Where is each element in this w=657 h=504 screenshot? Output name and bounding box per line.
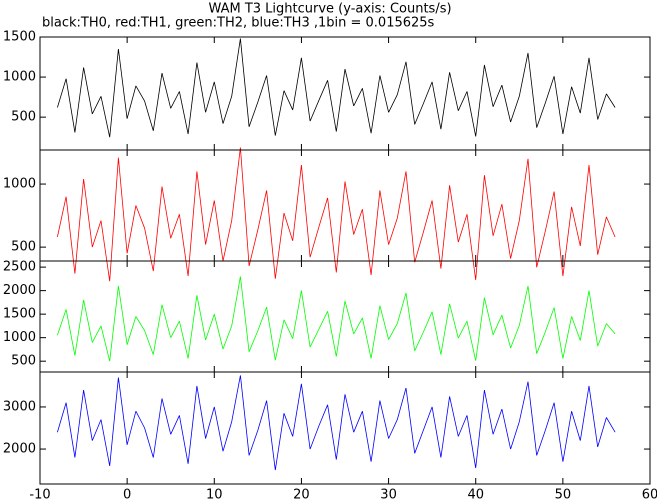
x-tick-label: 0 — [123, 488, 131, 503]
panel-frame — [39, 36, 651, 151]
light-curve — [57, 375, 616, 471]
y-tick-label: 500 — [11, 240, 36, 255]
y-tick-label: 1000 — [3, 330, 36, 345]
x-tick-label: 60 — [642, 488, 657, 503]
chart-subtitle: black:TH0, red:TH1, green:TH2, blue:TH3 … — [42, 16, 435, 31]
x-tick-label: 10 — [206, 488, 223, 503]
x-tick-label: -10 — [29, 488, 50, 503]
chart-title: WAM T3 Lightcurve (y-axis: Counts/s) — [208, 2, 451, 17]
light-curve — [57, 276, 616, 362]
light-curve — [57, 38, 616, 138]
y-tick-label: 500 — [11, 110, 36, 125]
y-tick-label: 1500 — [3, 307, 36, 322]
y-tick-label: 3000 — [3, 399, 36, 414]
panel-frame — [39, 260, 651, 373]
x-tick-label: 50 — [555, 488, 572, 503]
y-tick-label: 1000 — [3, 70, 36, 85]
panel-frame — [39, 371, 651, 485]
y-tick-label: 2500 — [3, 260, 36, 275]
y-tick-label: 2000 — [3, 442, 36, 457]
y-tick-label: 1000 — [3, 177, 36, 192]
light-curve — [57, 147, 616, 282]
x-tick-label: 30 — [380, 488, 397, 503]
x-tick-label: 20 — [293, 488, 310, 503]
y-tick-label: 2000 — [3, 283, 36, 298]
panel-frame — [39, 149, 651, 262]
x-tick-label: 40 — [467, 488, 484, 503]
y-tick-label: 500 — [11, 354, 36, 369]
y-tick-label: 1500 — [3, 30, 36, 45]
